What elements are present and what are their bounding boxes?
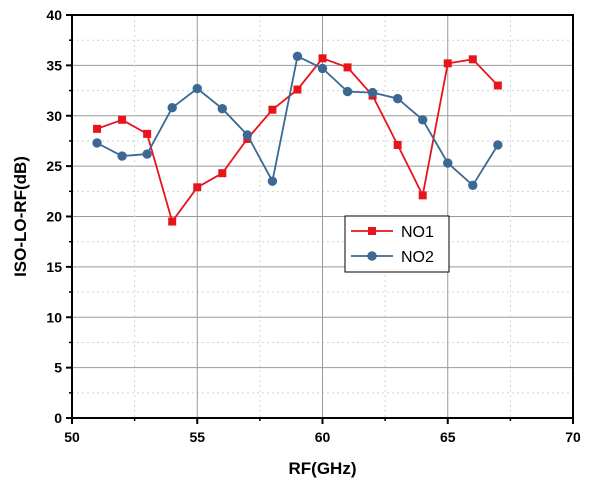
data-point-NO2 (367, 251, 377, 261)
x-axis-title: RF(GHz) (289, 459, 357, 478)
series-NO2 (92, 51, 503, 190)
series-line-NO1 (96, 57, 499, 224)
data-point-NO2 (292, 51, 303, 62)
y-tick-label: 5 (54, 360, 62, 376)
data-point-NO1 (293, 85, 302, 94)
data-point-NO1 (118, 115, 127, 124)
data-point-NO2 (392, 93, 403, 104)
x-tick-label: 50 (64, 429, 80, 445)
x-tick-label: 60 (315, 429, 331, 445)
data-point-NO1 (343, 63, 352, 72)
data-point-NO2 (92, 138, 102, 148)
y-tick-label: 15 (46, 259, 62, 275)
legend-label-NO1: NO1 (401, 224, 434, 241)
data-point-NO1 (193, 183, 202, 192)
axis-ticks: 50 55 60 65 70 0 5 10 15 20 25 30 35 40 (46, 7, 581, 445)
data-point-NO2 (418, 115, 428, 125)
data-point-NO1 (368, 227, 376, 235)
data-point-NO2 (267, 176, 278, 186)
data-point-NO2 (167, 102, 177, 113)
data-point-NO1 (218, 169, 227, 178)
data-point-NO1 (318, 54, 327, 63)
data-point-NO1 (443, 59, 452, 68)
data-point-NO2 (493, 140, 503, 150)
legend-box (344, 215, 450, 273)
data-point-NO2 (317, 63, 328, 74)
y-tick-label: 35 (46, 57, 62, 73)
x-tick-label: 65 (440, 429, 456, 445)
x-tick-label: 70 (565, 429, 581, 445)
x-tick-label: 55 (189, 429, 205, 445)
data-point-NO2 (367, 87, 378, 98)
data-point-NO1 (468, 55, 477, 64)
data-point-NO1 (168, 217, 177, 226)
data-point-NO2 (217, 103, 227, 114)
data-point-NO1 (493, 81, 502, 90)
data-point-NO2 (242, 130, 253, 140)
data-point-NO1 (93, 124, 102, 133)
y-tick-label: 25 (46, 158, 62, 174)
y-axis-title: ISO-LO-RF(dB) (11, 156, 30, 277)
data-point-NO1 (268, 105, 277, 114)
data-point-NO2 (142, 149, 152, 159)
data-point-NO2 (443, 158, 453, 168)
data-point-NO2 (192, 83, 202, 94)
legend-label-NO2: NO2 (401, 249, 434, 266)
series-layer (92, 51, 503, 226)
data-point-NO1 (418, 191, 427, 200)
data-point-NO2 (468, 180, 478, 190)
y-tick-label: 10 (46, 309, 62, 325)
y-tick-label: 30 (46, 108, 62, 124)
data-point-NO2 (117, 151, 127, 161)
y-tick-label: 0 (54, 410, 62, 426)
data-point-NO1 (393, 140, 402, 149)
data-point-NO1 (143, 129, 152, 138)
grid (72, 15, 573, 418)
y-tick-label: 40 (46, 7, 62, 23)
data-point-NO2 (342, 86, 353, 97)
y-tick-label: 20 (46, 209, 62, 225)
